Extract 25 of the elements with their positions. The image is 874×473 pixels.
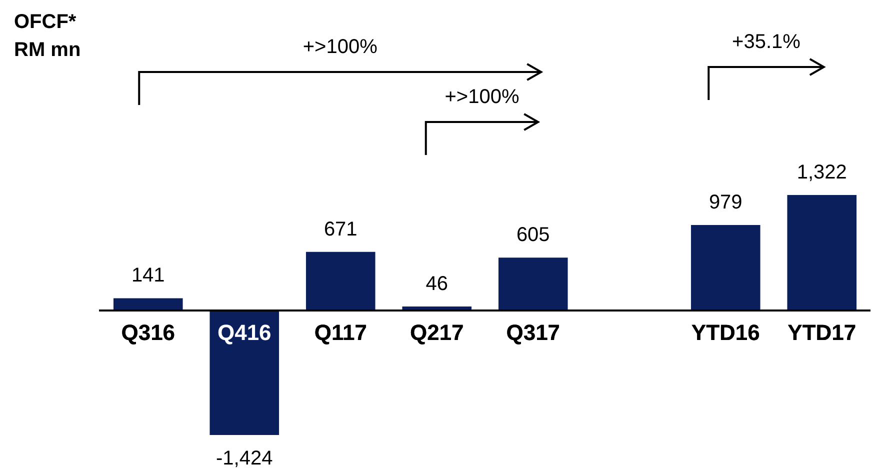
text: +>100% [302,36,378,59]
x-tick-label: YTD16 [691,320,760,345]
data-label: 46 [426,273,448,296]
data-label: 1,322 [796,162,847,184]
text: +>100% [444,86,520,109]
bar [306,252,376,311]
bar [113,298,183,311]
x-tick-label: Q316 [121,320,176,345]
chart-subtitle: RM mn [14,38,81,63]
x-tick-label: Q217 [410,320,464,345]
bar [210,310,280,435]
bar [690,224,760,311]
text: +35.1% [732,31,800,54]
chart-title: OFCF* [14,10,78,35]
data-label: 605 [516,224,550,246]
bar [787,195,857,311]
data-label: 141 [131,264,165,287]
x-tick-label: Q117 [314,320,367,345]
data-label: 979 [708,191,742,214]
x-tick-label: Q416 [217,320,272,345]
x-tick-label: YTD17 [788,320,856,345]
x-tick-label: Q317 [506,320,560,345]
bar [498,258,568,311]
data-label: -1,424 [216,448,273,470]
data-label: 671 [324,218,358,240]
